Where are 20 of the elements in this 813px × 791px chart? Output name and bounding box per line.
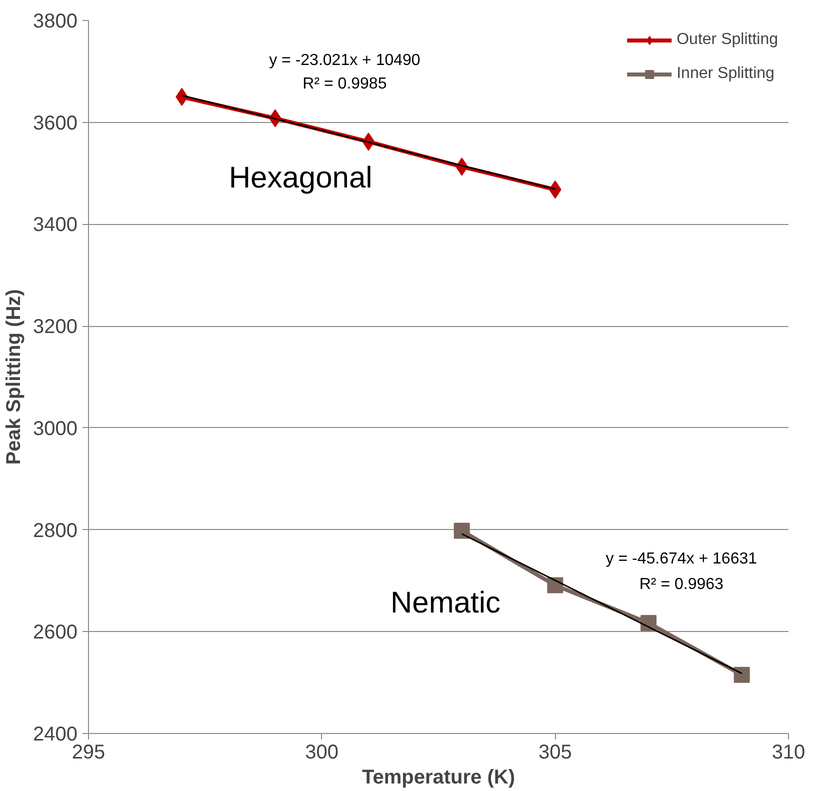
x-tick-label: 305 [538,742,572,764]
annotation: y = -45.674x + 16631 [606,550,758,568]
annotation: y = -23.021x + 10490 [269,52,420,69]
x-tick-label: 300 [305,742,339,764]
annotation: R² = 0.9963 [639,576,724,593]
annotation: Hexagonal [228,162,372,195]
legend-label: Inner Splitting [676,65,774,83]
y-tick-label: 2800 [33,520,78,542]
x-tick-label: 310 [772,742,806,764]
y-tick-label: 3000 [33,418,78,440]
y-tick-label: 3800 [33,10,78,32]
annotation: R² = 0.9985 [302,75,387,92]
y-tick-label: 3200 [33,316,78,338]
x-axis-title: Temperature (K) [362,766,516,788]
y-tick-label: 2600 [33,622,78,644]
y-axis-title: Peak Splitting (Hz) [3,289,26,465]
y-tick-label: 3600 [33,112,78,134]
y-tick-label: 3400 [33,214,78,236]
legend-label: Outer Splitting [676,31,778,49]
annotation: Nematic [390,586,501,620]
